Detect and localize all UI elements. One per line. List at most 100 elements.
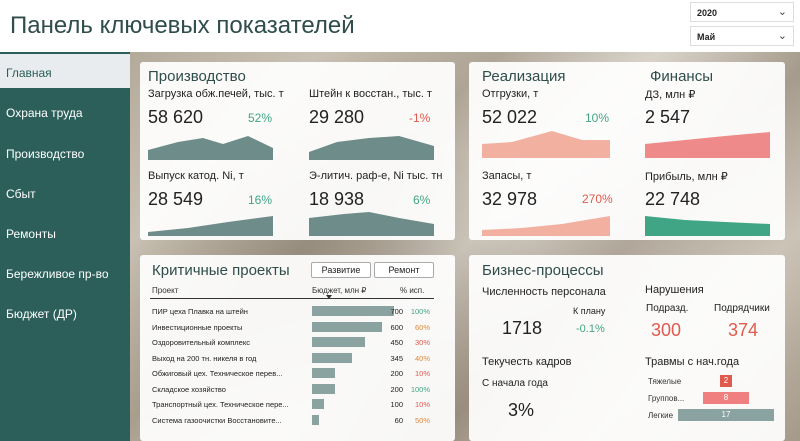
project-name: Обжиговый цех. Техническое перев... [152, 369, 283, 378]
kpi-value: 58 620 [148, 107, 204, 127]
injury-bar: 17 [678, 409, 774, 421]
table-row[interactable]: Инвестиционные проекты 600 60% [150, 320, 436, 335]
injury-label: Группов... [648, 394, 685, 403]
budget-bar [312, 352, 353, 363]
table-row[interactable]: ПИР цеха Плавка на штейн 700 100% [150, 304, 436, 319]
kpi-value: 32 978 [482, 189, 538, 209]
table-row[interactable]: Складское хозяйство 200 100% [150, 382, 436, 397]
pct-value: 10% [414, 400, 430, 409]
sidebar-item-production[interactable]: Производство [6, 147, 85, 161]
projects-card [140, 255, 455, 441]
table-row[interactable]: Выход на 200 тн. никеля в год 345 40% [150, 351, 436, 366]
injury-bar: 8 [703, 392, 749, 404]
column-header-pct[interactable]: % исп. [400, 286, 425, 295]
budget-bar [312, 306, 394, 316]
injury-label: Легкие [648, 411, 674, 420]
kpi-label: ДЗ, млн ₽ [645, 89, 696, 101]
kpi-label: Э-литич. раф-е, Ni тыс. тн [309, 170, 443, 182]
injury-bar: 2 [720, 375, 732, 387]
budget-value: 450 [390, 338, 403, 347]
kpi-pct: -1% [409, 111, 431, 125]
finance-title: Финансы [650, 68, 713, 85]
kpi-value: 52 022 [482, 107, 538, 127]
sparkline [148, 136, 273, 160]
project-name: ПИР цеха Плавка на штейн [152, 307, 248, 316]
kpi-value: 2 547 [645, 107, 691, 127]
contr-value: 374 [728, 320, 759, 340]
sidebar-item-budget[interactable]: Бюджет (ДР) [6, 307, 77, 321]
year-select[interactable]: 2020 ⌄ [690, 2, 794, 22]
table-row[interactable]: Оздоровительный комплекс 450 30% [150, 335, 436, 350]
pct-value: 100% [410, 384, 430, 394]
month-value: Май [697, 32, 716, 42]
header-divider [150, 298, 434, 299]
budget-value: 600 [390, 322, 403, 332]
kpi-value: 28 549 [148, 189, 204, 209]
sidebar-item-home[interactable]: Главная [0, 54, 130, 88]
sidebar-item-repairs[interactable]: Ремонты [6, 227, 56, 241]
chevron-down-icon: ⌄ [777, 6, 787, 18]
project-name: Транспортный цех. Техническое пере... [152, 400, 289, 409]
column-header-budget[interactable]: Бюджет, млн ₽ [312, 286, 367, 295]
kpi-pct: 52% [248, 111, 273, 125]
sparkline [309, 212, 434, 236]
business-title: Бизнес-процессы [482, 262, 604, 279]
kpi-value: 18 938 [309, 189, 365, 209]
sidebar: Главная Охрана труда Производство Сбыт Р… [0, 52, 130, 441]
sidebar-item-sales[interactable]: Сбыт [6, 187, 36, 201]
injury-label: Тяжелые [648, 377, 682, 386]
month-select[interactable]: Май ⌄ [690, 26, 794, 46]
chevron-down-icon: ⌄ [777, 30, 787, 42]
staff-value: 1718 [502, 318, 543, 338]
sub-label: Подразд. [646, 303, 689, 314]
table-row[interactable]: Система газоочистки Восстановите... 60 50% [150, 413, 436, 428]
turnover-label: Текучесть кадров [482, 356, 572, 368]
sparkline [482, 131, 610, 158]
pct-value: 50% [414, 415, 430, 425]
pct-value: 10% [414, 369, 430, 378]
sparkline [309, 136, 434, 160]
table-row[interactable]: Обжиговый цех. Техническое перев... 200 10… [150, 366, 436, 381]
contr-label: Подрядчики [714, 303, 770, 314]
budget-bar [312, 368, 336, 378]
sparkline [645, 216, 770, 236]
kpi-pct: 6% [413, 193, 431, 207]
development-button[interactable]: Развитие [311, 262, 371, 278]
production-title: Производство [148, 68, 246, 85]
budget-value: 200 [390, 369, 403, 378]
injuries-label: Травмы с нач.года [645, 356, 740, 368]
kpi-label: Отгрузки, т [482, 88, 539, 100]
page-title: Панель ключевых показателей [10, 12, 355, 39]
kpi-label: Прибыль, млн ₽ [645, 171, 728, 183]
budget-value: 60 [394, 415, 403, 425]
violations-label: Нарушения [645, 284, 704, 296]
kpi-label: Загрузка обж.печей, тыс. т [148, 88, 284, 100]
sparkline [482, 216, 610, 236]
budget-bar [312, 399, 324, 409]
column-header-project[interactable]: Проект [152, 286, 179, 295]
kpi-value: 29 280 [309, 107, 365, 127]
sidebar-item-safety[interactable]: Охрана труда [6, 106, 83, 120]
table-row[interactable]: Транспортный цех. Техническое пере... 100… [150, 397, 436, 412]
budget-value: 700 [390, 307, 403, 316]
plan-label: К плану [573, 306, 606, 316]
kpi-pct: 16% [248, 193, 273, 207]
pct-value: 60% [414, 322, 430, 332]
budget-value: 100 [390, 400, 403, 409]
pct-value: 40% [414, 353, 430, 363]
sparkline [148, 216, 273, 236]
budget-value: 345 [390, 353, 403, 363]
sidebar-item-lean[interactable]: Бережливое пр-во [6, 267, 109, 281]
project-name: Складское хозяйство [152, 384, 226, 394]
repair-button[interactable]: Ремонт [374, 262, 434, 278]
budget-value: 200 [390, 384, 403, 394]
sort-desc-icon[interactable] [326, 295, 332, 299]
kpi-pct: 270% [582, 192, 613, 206]
sparkline [645, 132, 770, 158]
header: Панель ключевых показателей 2020 ⌄ Май ⌄ [0, 0, 800, 52]
budget-bar [312, 414, 320, 425]
budget-bar [312, 383, 336, 394]
year-value: 2020 [697, 8, 718, 18]
pct-value: 30% [414, 338, 430, 347]
budget-bar [312, 321, 383, 332]
